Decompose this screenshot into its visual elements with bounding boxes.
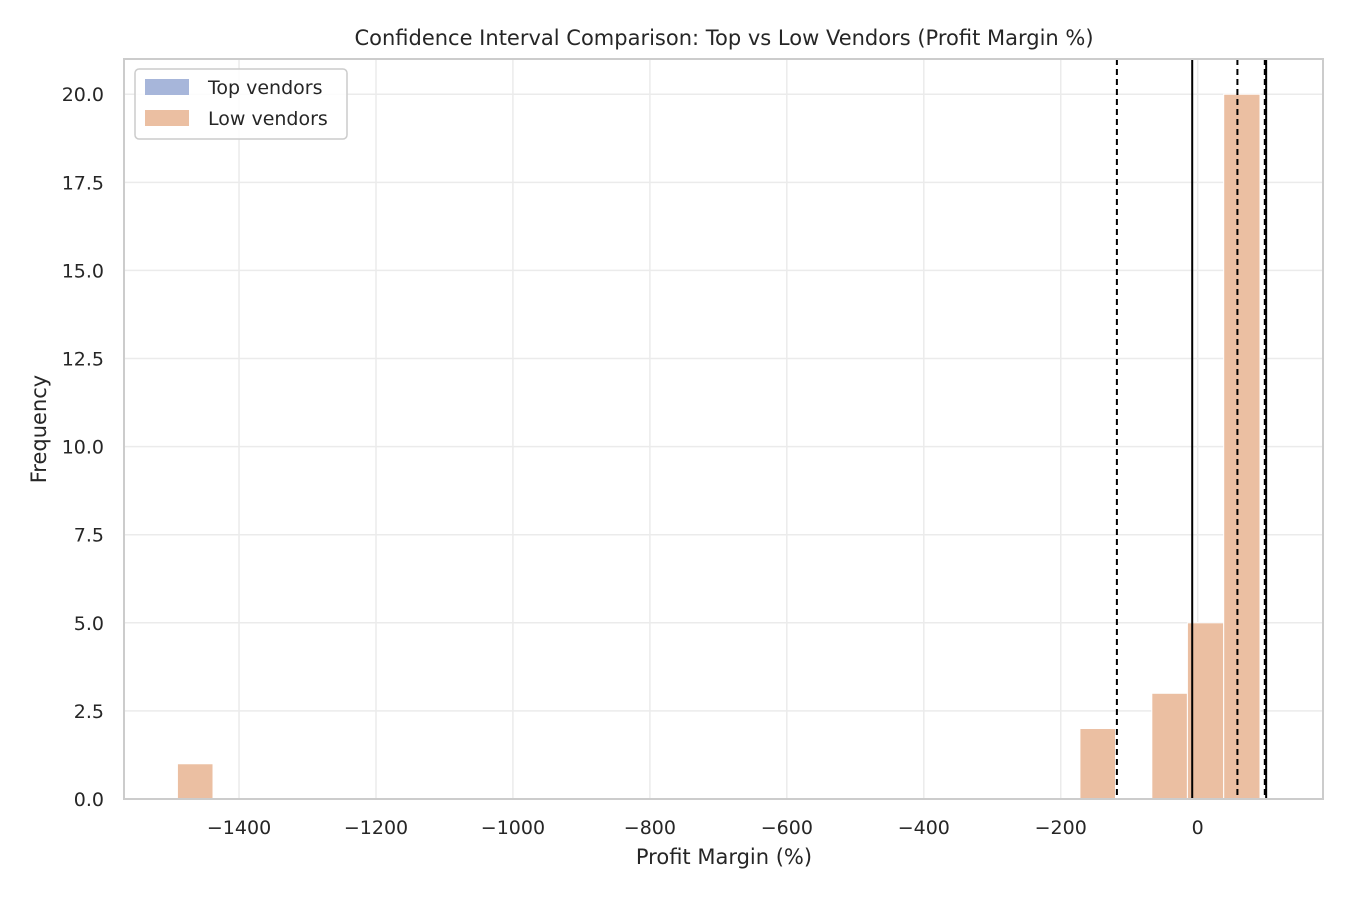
legend-swatch-top-vendors bbox=[145, 79, 189, 95]
histogram-bar bbox=[1151, 692, 1188, 800]
plot-area bbox=[124, 59, 1323, 799]
y-tick-label: 0.0 bbox=[74, 789, 104, 811]
histogram-bar bbox=[1079, 728, 1117, 800]
y-tick-label: 17.5 bbox=[62, 172, 104, 194]
legend: Top vendors Low vendors bbox=[134, 68, 348, 140]
y-axis-ticks: 0.0 2.5 5.0 7.5 10.0 12.5 15.0 17.5 20.0 bbox=[62, 84, 104, 811]
x-tick-label: −400 bbox=[898, 817, 950, 839]
grid-lines bbox=[124, 59, 1323, 800]
y-axis-title: Frequency bbox=[27, 375, 51, 484]
x-tick-label: −1200 bbox=[344, 817, 408, 839]
x-tick-label: −200 bbox=[1035, 817, 1087, 839]
y-tick-label: 15.0 bbox=[62, 260, 104, 282]
y-tick-label: 5.0 bbox=[74, 613, 104, 635]
y-tick-label: 10.0 bbox=[62, 437, 104, 459]
legend-label-low-vendors: Low vendors bbox=[208, 108, 328, 130]
y-tick-label: 12.5 bbox=[62, 349, 104, 371]
histogram-bars bbox=[176, 93, 1261, 800]
y-tick-label: 20.0 bbox=[62, 84, 104, 106]
histogram-bar bbox=[1223, 93, 1261, 800]
x-axis-title: Profit Margin (%) bbox=[636, 845, 812, 869]
x-tick-label: −600 bbox=[761, 817, 813, 839]
x-tick-label: −800 bbox=[624, 817, 676, 839]
x-tick-label: 0 bbox=[1192, 817, 1204, 839]
y-tick-label: 7.5 bbox=[74, 525, 104, 547]
x-tick-label: −1400 bbox=[207, 817, 271, 839]
x-tick-label: −1000 bbox=[481, 817, 545, 839]
legend-swatch-low-vendors bbox=[145, 110, 189, 126]
x-axis-ticks: −1400 −1200 −1000 −800 −600 −400 −200 0 bbox=[207, 817, 1204, 839]
histogram-bar bbox=[176, 763, 214, 800]
reference-lines bbox=[1115, 59, 1268, 799]
legend-label-top-vendors: Top vendors bbox=[207, 77, 322, 99]
chart-title: Confidence Interval Comparison: Top vs L… bbox=[354, 26, 1093, 50]
plot-frame bbox=[123, 58, 1324, 800]
y-tick-label: 2.5 bbox=[74, 701, 104, 723]
